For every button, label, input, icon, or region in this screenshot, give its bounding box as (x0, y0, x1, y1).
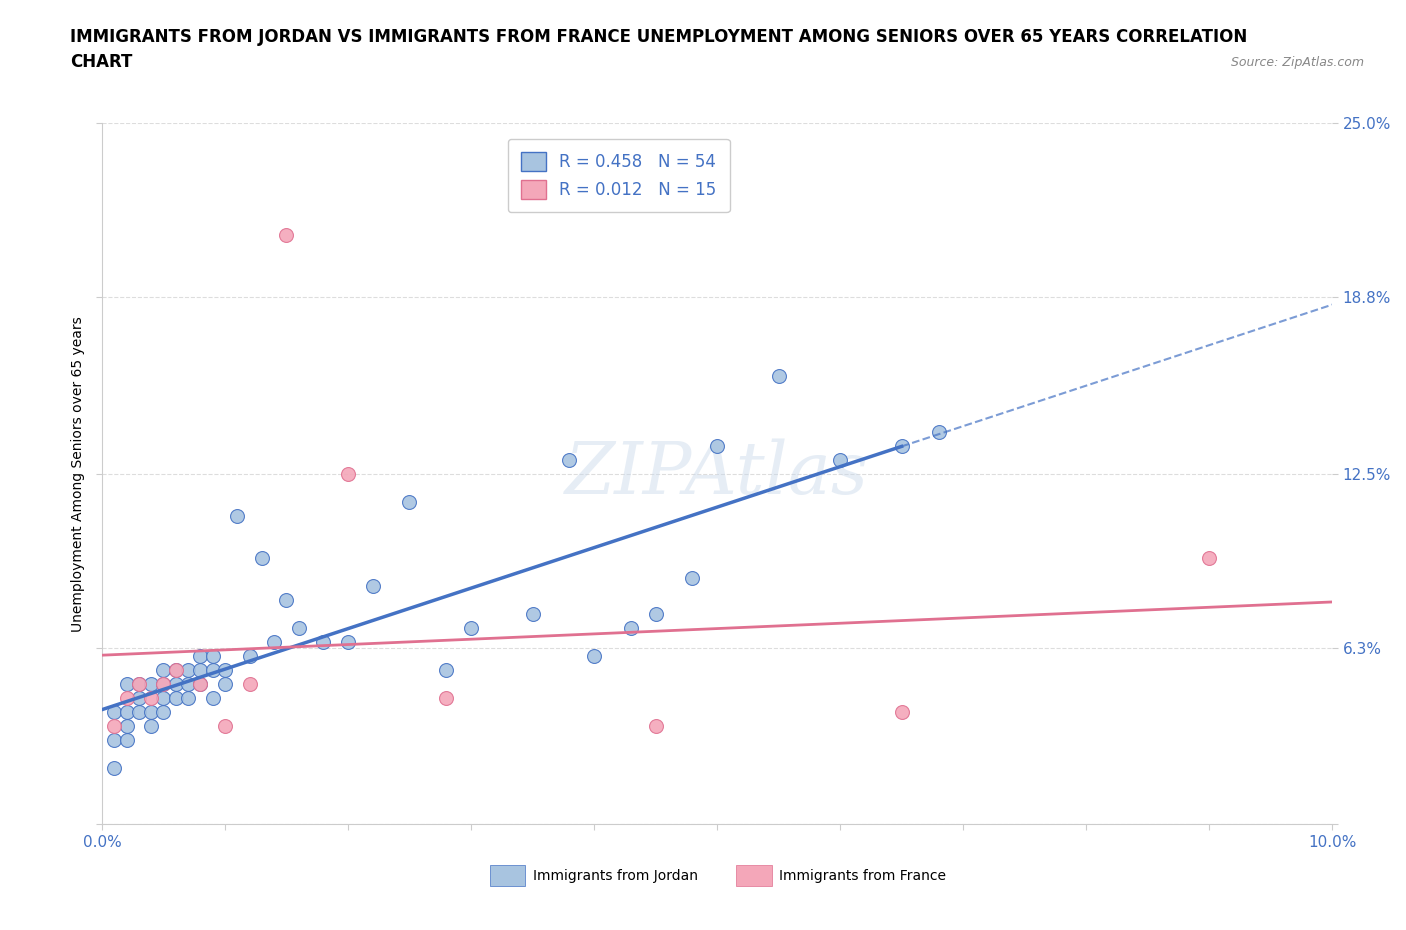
Point (238, 649, 260, 664)
Point (890, 438, 912, 453)
Point (128, 677, 150, 692)
Point (177, 691, 200, 706)
Point (287, 620, 309, 635)
Point (201, 663, 224, 678)
Point (128, 677, 150, 692)
Point (115, 691, 138, 706)
Point (434, 663, 457, 678)
Point (582, 649, 605, 664)
Point (152, 705, 174, 720)
Point (460, 620, 482, 635)
Point (276, 228, 298, 243)
Point (139, 691, 162, 706)
Point (238, 677, 260, 692)
Text: Immigrants from Jordan: Immigrants from Jordan (533, 869, 697, 883)
Point (152, 677, 174, 692)
Point (214, 677, 236, 692)
Point (115, 733, 138, 748)
Point (361, 578, 384, 593)
Point (201, 649, 224, 664)
Point (128, 691, 150, 706)
Point (177, 677, 200, 692)
Point (263, 635, 285, 650)
Point (644, 719, 666, 734)
Point (312, 635, 335, 650)
Point (226, 509, 249, 524)
Point (152, 677, 174, 692)
Point (681, 570, 703, 585)
Point (336, 635, 359, 650)
Point (620, 620, 643, 635)
Point (250, 551, 273, 565)
Point (558, 452, 581, 467)
Point (201, 691, 224, 706)
Point (706, 438, 728, 453)
Point (139, 677, 162, 692)
Point (644, 606, 666, 621)
Point (522, 606, 544, 621)
Point (115, 677, 138, 692)
Point (1198, 551, 1220, 565)
Point (188, 677, 211, 692)
Point (928, 424, 950, 439)
Point (188, 677, 211, 692)
Point (165, 677, 187, 692)
Point (103, 761, 125, 776)
Point (830, 452, 852, 467)
Point (177, 663, 200, 678)
Point (434, 691, 457, 706)
Text: IMMIGRANTS FROM JORDAN VS IMMIGRANTS FROM FRANCE UNEMPLOYMENT AMONG SENIORS OVER: IMMIGRANTS FROM JORDAN VS IMMIGRANTS FRO… (70, 28, 1247, 71)
Text: Source: ZipAtlas.com: Source: ZipAtlas.com (1230, 56, 1364, 69)
Point (890, 705, 912, 720)
Point (139, 719, 162, 734)
Point (139, 705, 162, 720)
Point (115, 705, 138, 720)
Point (165, 663, 187, 678)
Point (336, 467, 359, 482)
Point (103, 705, 125, 720)
Point (103, 719, 125, 734)
Text: ZIPAtlas: ZIPAtlas (565, 439, 869, 509)
Point (115, 719, 138, 734)
Point (214, 663, 236, 678)
Point (165, 691, 187, 706)
Text: Immigrants from France: Immigrants from France (779, 869, 946, 883)
Point (165, 663, 187, 678)
Point (152, 691, 174, 706)
Point (768, 368, 790, 383)
Point (398, 495, 420, 510)
Point (188, 663, 211, 678)
Legend: R = 0.458   N = 54, R = 0.012   N = 15: R = 0.458 N = 54, R = 0.012 N = 15 (508, 139, 730, 212)
Point (214, 719, 236, 734)
Y-axis label: Unemployment Among Seniors over 65 years: Unemployment Among Seniors over 65 years (72, 316, 86, 631)
Point (128, 705, 150, 720)
Point (152, 663, 174, 678)
Point (188, 649, 211, 664)
Point (103, 733, 125, 748)
Point (276, 592, 298, 607)
